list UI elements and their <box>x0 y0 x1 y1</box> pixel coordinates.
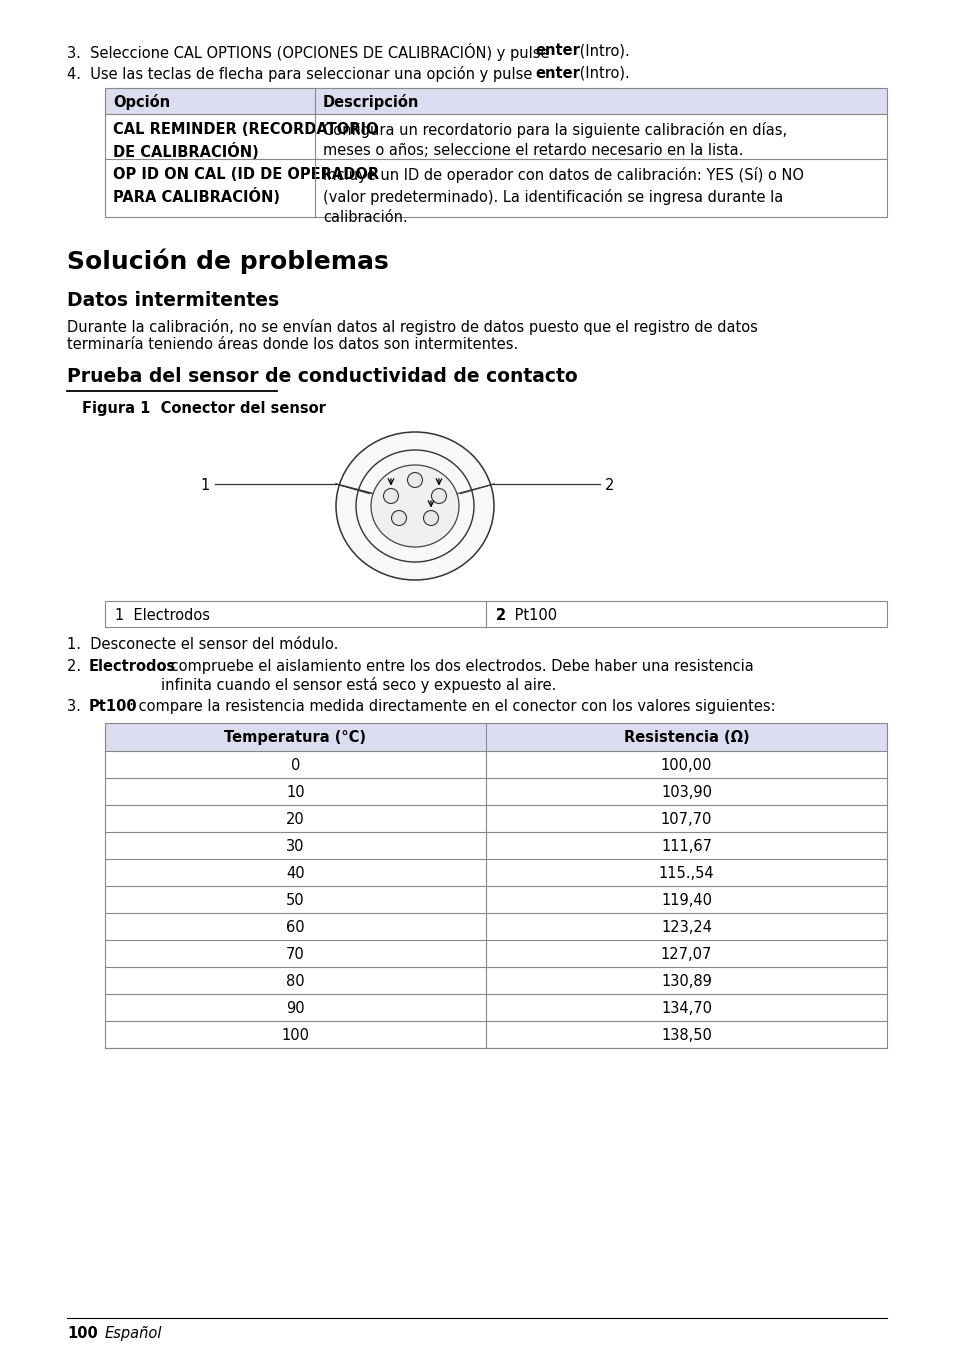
Circle shape <box>391 510 406 525</box>
Circle shape <box>431 489 446 504</box>
Text: 103,90: 103,90 <box>660 785 711 800</box>
Text: 20: 20 <box>286 812 305 827</box>
Text: 111,67: 111,67 <box>660 839 711 854</box>
Text: 90: 90 <box>286 1001 305 1016</box>
Text: 3.: 3. <box>67 699 90 714</box>
Text: 1  Electrodos: 1 Electrodos <box>115 608 210 623</box>
Text: 3.  Seleccione CAL OPTIONS (OPCIONES DE CALIBRACIÓN) y pulse: 3. Seleccione CAL OPTIONS (OPCIONES DE C… <box>67 43 554 61</box>
Text: 100: 100 <box>67 1326 97 1340</box>
Text: 134,70: 134,70 <box>660 1001 711 1016</box>
Ellipse shape <box>335 432 494 580</box>
Text: (Intro).: (Intro). <box>575 66 629 81</box>
Text: 115.,54: 115.,54 <box>658 867 714 881</box>
Text: 130,89: 130,89 <box>660 974 711 988</box>
Text: 2: 2 <box>604 478 614 493</box>
Text: Pt100: Pt100 <box>89 699 137 714</box>
Text: 107,70: 107,70 <box>660 812 712 827</box>
Bar <box>105 723 886 751</box>
Text: Datos intermitentes: Datos intermitentes <box>67 291 279 310</box>
Text: 100,00: 100,00 <box>660 758 712 773</box>
Text: (Intro).: (Intro). <box>575 43 629 58</box>
Text: 40: 40 <box>286 867 305 881</box>
Bar <box>105 88 886 217</box>
Circle shape <box>423 510 438 525</box>
Text: 138,50: 138,50 <box>660 1028 711 1043</box>
Text: 2  Pt100: 2 Pt100 <box>496 608 557 623</box>
Text: 1.  Desconecte el sensor del módulo.: 1. Desconecte el sensor del módulo. <box>67 636 338 653</box>
Text: Durante la calibración, no se envían datos al registro de datos puesto que el re: Durante la calibración, no se envían dat… <box>67 320 757 334</box>
Text: 100: 100 <box>281 1028 309 1043</box>
Text: 0: 0 <box>291 758 300 773</box>
Text: : compare la resistencia medida directamente en el conector con los valores sigu: : compare la resistencia medida directam… <box>129 699 775 714</box>
Bar <box>105 88 886 114</box>
Text: 2.: 2. <box>67 659 91 674</box>
Text: 2: 2 <box>496 608 506 623</box>
Text: 80: 80 <box>286 974 305 988</box>
Text: Figura 1  Conector del sensor: Figura 1 Conector del sensor <box>82 401 326 416</box>
Text: 50: 50 <box>286 894 305 909</box>
Text: CAL REMINDER (RECORDATORIO
DE CALIBRACIÓN): CAL REMINDER (RECORDATORIO DE CALIBRACIÓ… <box>112 122 378 160</box>
Ellipse shape <box>355 450 474 562</box>
Circle shape <box>383 489 398 504</box>
Text: terminaría teniendo áreas donde los datos son intermitentes.: terminaría teniendo áreas donde los dato… <box>67 337 517 352</box>
Bar <box>105 723 886 1048</box>
Text: 30: 30 <box>286 839 304 854</box>
Text: Descripción: Descripción <box>323 93 419 110</box>
Text: 127,07: 127,07 <box>660 946 712 961</box>
Bar <box>105 601 886 627</box>
Text: Prueba del sensor de conductividad de contacto: Prueba del sensor de conductividad de co… <box>67 367 577 386</box>
Text: 123,24: 123,24 <box>660 919 711 936</box>
Text: : compruebe el aislamiento entre los dos electrodos. Debe haber una resistencia: : compruebe el aislamiento entre los dos… <box>161 659 753 674</box>
Text: 1: 1 <box>200 478 210 493</box>
Text: Temperatura (°C): Temperatura (°C) <box>224 730 366 745</box>
Circle shape <box>407 473 422 487</box>
Text: Incluye un ID de operador con datos de calibración: YES (Sí) o NO
(valor predete: Incluye un ID de operador con datos de c… <box>323 167 803 225</box>
Text: 10: 10 <box>286 785 305 800</box>
Text: 119,40: 119,40 <box>660 894 711 909</box>
Text: Electrodos: Electrodos <box>89 659 176 674</box>
Text: enter: enter <box>535 43 579 58</box>
Text: infinita cuando el sensor está seco y expuesto al aire.: infinita cuando el sensor está seco y ex… <box>161 677 556 693</box>
Text: enter: enter <box>535 66 579 81</box>
Text: Solución de problemas: Solución de problemas <box>67 249 388 275</box>
Text: Español: Español <box>105 1326 162 1340</box>
Text: 4.  Use las teclas de flecha para seleccionar una opción y pulse: 4. Use las teclas de flecha para selecci… <box>67 66 537 83</box>
Ellipse shape <box>371 464 458 547</box>
Text: Configura un recordatorio para la siguiente calibración en días,
meses o años; s: Configura un recordatorio para la siguie… <box>323 122 786 158</box>
Text: 60: 60 <box>286 919 305 936</box>
Text: Resistencia (Ω): Resistencia (Ω) <box>623 730 748 745</box>
Text: OP ID ON CAL (ID DE OPERADOR
PARA CALIBRACIÓN): OP ID ON CAL (ID DE OPERADOR PARA CALIBR… <box>112 167 378 206</box>
Text: 70: 70 <box>286 946 305 961</box>
Text: Opción: Opción <box>112 93 170 110</box>
